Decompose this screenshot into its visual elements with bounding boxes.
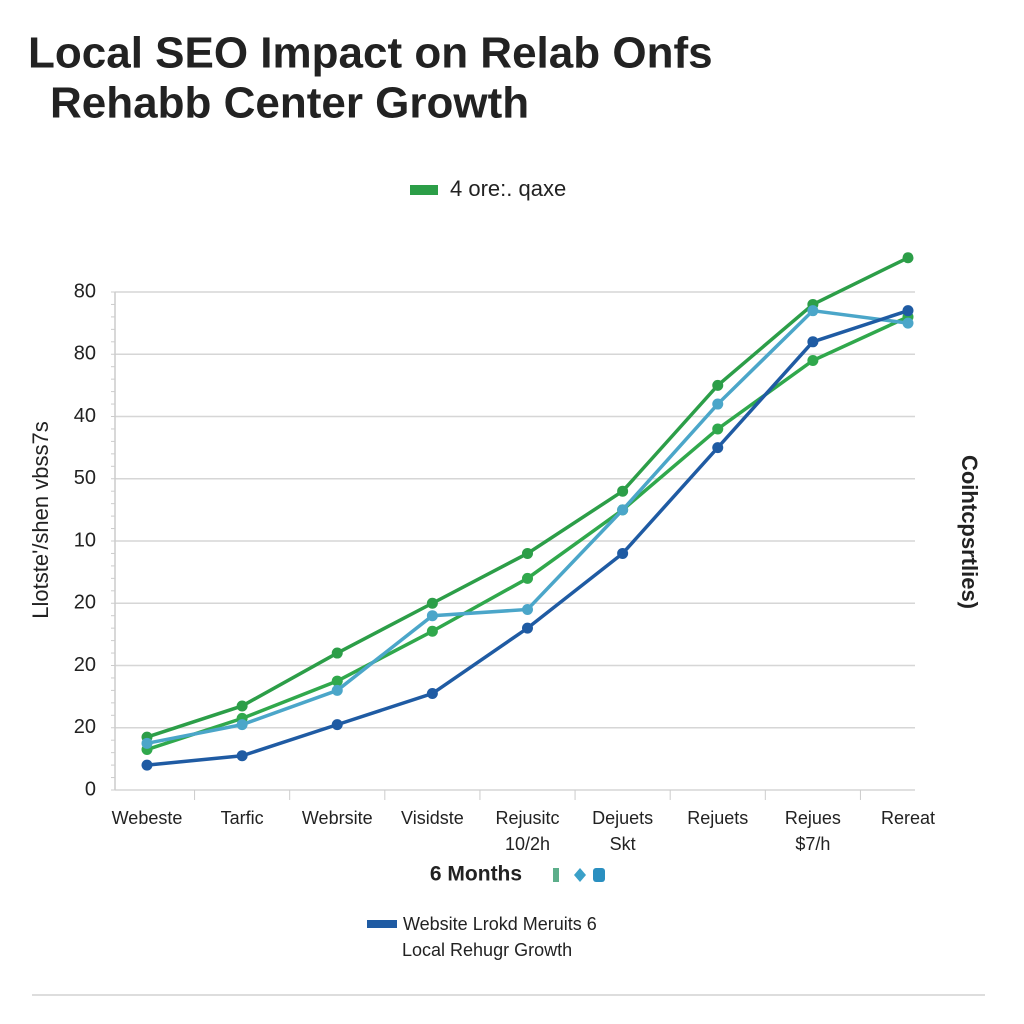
y-tick-label: 10 (74, 529, 96, 551)
data-point (902, 305, 914, 317)
data-point (617, 547, 629, 559)
data-point (522, 547, 533, 559)
data-point (426, 610, 438, 622)
data-point (712, 398, 724, 410)
data-point (426, 625, 438, 637)
data-point (236, 700, 248, 712)
x-tick-label: Webeste (112, 808, 183, 828)
legend-label: 4 ore:. qaxe (450, 176, 566, 201)
x-tick-note: $7/h (795, 834, 830, 854)
data-point (331, 719, 343, 731)
x-label-icons (553, 868, 605, 882)
data-point (331, 675, 343, 687)
data-point (426, 688, 438, 700)
y-tick-label: 20 (74, 654, 96, 676)
x-axis-label: 6 Months (430, 863, 522, 886)
legend-swatch (367, 920, 397, 928)
y-tick-label: 50 (74, 467, 96, 489)
x-tick-label: Webrsite (302, 808, 373, 828)
data-point (522, 622, 533, 634)
data-point (712, 379, 724, 391)
data-point (236, 719, 248, 731)
chart-subtitle: Rehabb Center Growth (50, 79, 529, 128)
data-point (331, 647, 343, 659)
data-point (712, 442, 724, 454)
x-tick-label: Rejusitc (495, 808, 559, 828)
data-point (617, 485, 629, 497)
x-tick-note: 10/2h (505, 834, 550, 854)
data-point (902, 252, 914, 264)
data-point (807, 354, 819, 366)
x-tick-note: Skt (610, 834, 636, 854)
data-point (617, 504, 629, 516)
data-point (141, 737, 153, 749)
series-line (146, 315, 909, 752)
data-point (141, 759, 153, 771)
y-tick-label: 80 (74, 280, 96, 302)
x-tick-label: Rejuets (687, 808, 748, 828)
data-point (807, 305, 819, 317)
data-point (807, 336, 819, 348)
y-tick-label: 80 (74, 343, 96, 365)
x-tick-label: Rereat (881, 808, 935, 828)
data-point (236, 750, 248, 762)
data-point (902, 317, 914, 329)
data-point (522, 603, 533, 615)
y-tick-label: 0 (85, 778, 96, 800)
data-point (426, 597, 438, 609)
legend-swatch (410, 185, 438, 195)
data-point (331, 684, 343, 696)
data-point (712, 423, 724, 435)
legend-note: Local Rehugr Growth (402, 940, 572, 960)
legend-label: Website Lrokd Meruits 6 (403, 914, 597, 934)
x-tick-label: Tarfic (221, 808, 264, 828)
y-axis-label: Llotste'/shen vbss7s (28, 421, 53, 618)
x-tick-label: Dejuets (592, 808, 653, 828)
y2-axis-label: Coihtcpsrtlies) (957, 455, 982, 609)
y-tick-label: 20 (74, 716, 96, 738)
data-point (522, 572, 533, 584)
x-tick-label: Rejues (785, 808, 841, 828)
chart-title: Local SEO Impact on Relab Onfs (28, 29, 713, 78)
y-tick-label: 20 (74, 592, 96, 614)
y-tick-label: 40 (74, 405, 96, 427)
x-tick-label: Visidste (401, 808, 464, 828)
